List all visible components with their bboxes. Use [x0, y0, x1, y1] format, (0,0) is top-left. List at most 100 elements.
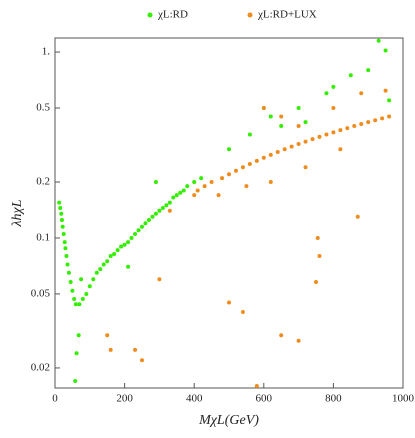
- point: [62, 240, 67, 245]
- point: [366, 120, 371, 125]
- point: [383, 48, 388, 53]
- point: [317, 253, 322, 258]
- point: [164, 203, 169, 208]
- point: [324, 132, 329, 137]
- point: [279, 124, 284, 129]
- point: [64, 253, 69, 258]
- point: [140, 358, 144, 363]
- y-axis-title: λhχL: [10, 199, 25, 227]
- point: [233, 168, 238, 173]
- point: [247, 161, 252, 166]
- point: [143, 221, 148, 226]
- point: [338, 147, 343, 152]
- plot-frame: [54, 37, 404, 389]
- point: [310, 137, 315, 142]
- point: [268, 152, 273, 157]
- point: [94, 270, 99, 275]
- point: [202, 184, 207, 189]
- y-tick-label: 0.5: [36, 102, 50, 114]
- point: [303, 120, 308, 125]
- point: [220, 176, 225, 181]
- point: [63, 246, 68, 251]
- point: [181, 188, 186, 193]
- point: [122, 242, 127, 247]
- y-tick-label: 0.1: [36, 232, 50, 244]
- point: [345, 126, 350, 131]
- point: [126, 264, 131, 269]
- point: [76, 333, 81, 338]
- point: [167, 200, 172, 205]
- point: [279, 333, 284, 338]
- point: [178, 190, 183, 195]
- point: [192, 180, 197, 185]
- point: [199, 176, 204, 181]
- point: [153, 211, 158, 216]
- point: [157, 208, 162, 213]
- point: [296, 142, 301, 147]
- y-tick-label: 1.: [42, 46, 51, 58]
- point: [171, 195, 176, 200]
- point: [58, 205, 63, 210]
- point: [140, 224, 144, 229]
- point: [129, 235, 134, 240]
- point: [98, 267, 103, 272]
- point: [296, 338, 301, 343]
- point: [373, 118, 378, 123]
- point: [282, 147, 287, 152]
- point: [296, 124, 301, 129]
- legend-label: χL:RD+LUX: [257, 9, 317, 21]
- point: [261, 155, 266, 160]
- point: [59, 217, 64, 222]
- point: [115, 248, 120, 253]
- point: [101, 262, 106, 267]
- x-tick-label: 400: [186, 393, 203, 405]
- legend-label: χL:RD: [157, 9, 188, 21]
- point: [240, 309, 245, 314]
- point: [315, 235, 320, 240]
- point: [68, 279, 73, 284]
- point: [279, 114, 284, 119]
- point: [268, 180, 273, 185]
- legend-marker: [247, 12, 253, 18]
- point: [383, 88, 388, 93]
- point: [331, 130, 336, 135]
- point: [65, 262, 70, 267]
- point: [331, 106, 336, 111]
- point: [66, 270, 71, 275]
- point: [338, 128, 343, 133]
- point: [387, 114, 392, 119]
- point: [227, 300, 231, 305]
- point: [119, 244, 124, 249]
- point: [247, 132, 252, 137]
- point: [79, 277, 84, 282]
- point: [352, 124, 357, 129]
- point: [60, 224, 65, 229]
- point: [195, 188, 200, 193]
- point: [105, 333, 110, 338]
- point: [303, 165, 308, 170]
- point: [254, 158, 259, 163]
- point: [185, 184, 190, 189]
- point: [296, 106, 301, 111]
- point: [112, 252, 117, 257]
- point: [84, 291, 89, 296]
- point: [254, 383, 259, 388]
- x-tick-label: 0: [52, 393, 58, 405]
- point: [268, 114, 273, 119]
- legend-marker: [147, 12, 153, 18]
- point: [244, 184, 249, 189]
- y-tick-label: 0.02: [31, 361, 50, 373]
- point: [359, 122, 364, 127]
- x-tick-label: 600: [256, 393, 273, 405]
- point: [59, 211, 64, 216]
- point: [74, 351, 79, 356]
- point: [91, 277, 96, 282]
- point: [150, 214, 155, 219]
- point: [261, 106, 266, 111]
- point: [160, 205, 165, 210]
- point: [57, 200, 62, 205]
- point: [70, 288, 75, 293]
- point: [324, 91, 329, 96]
- point: [209, 180, 214, 185]
